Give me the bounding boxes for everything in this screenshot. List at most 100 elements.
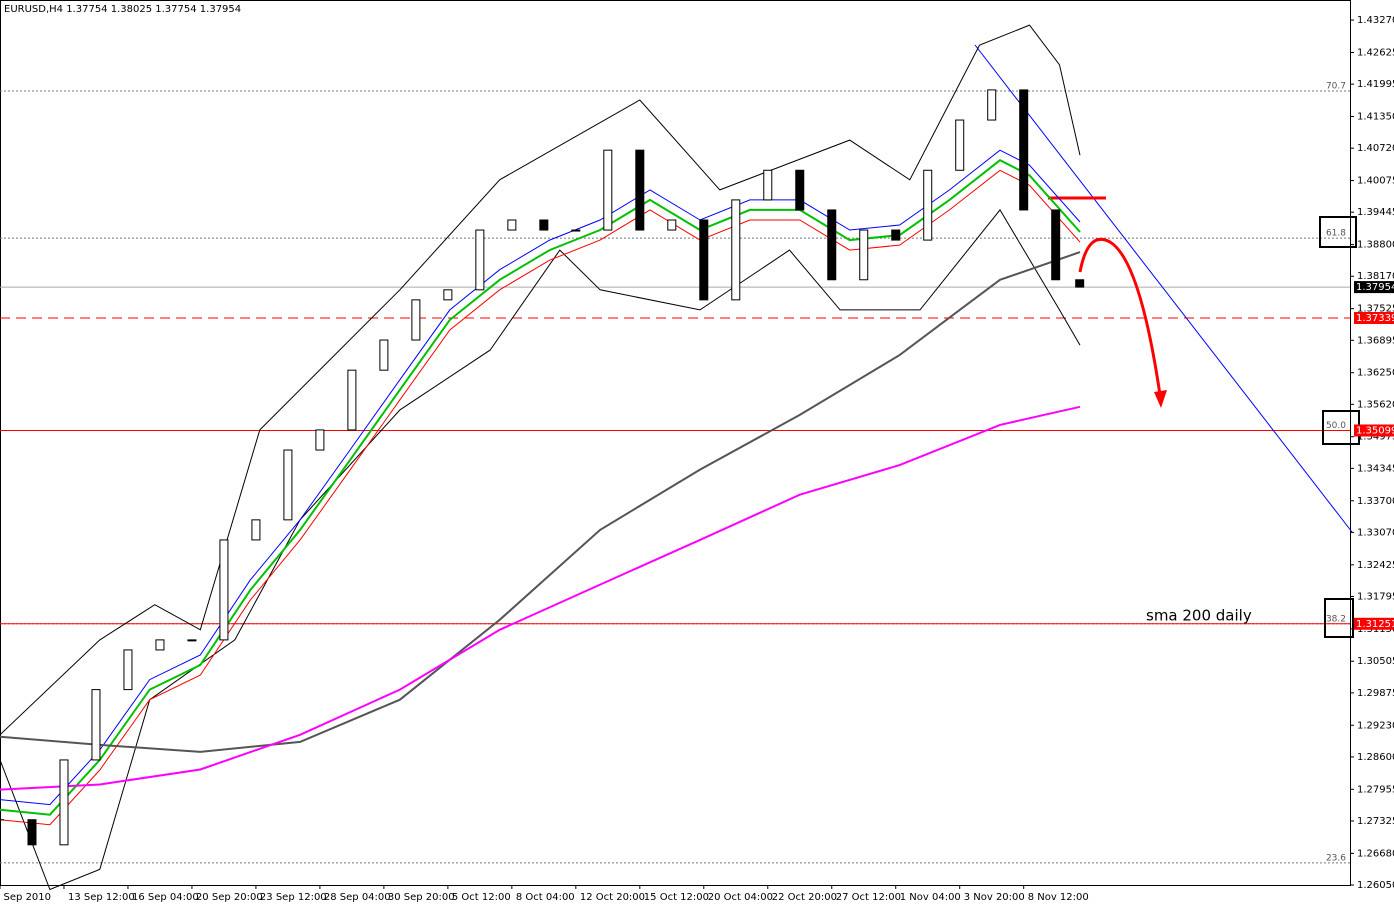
indicator-line — [0, 169, 1081, 826]
candle — [891, 229, 901, 241]
candle — [763, 169, 773, 201]
price-label: 1.37954 — [1356, 282, 1394, 293]
indicator-line — [0, 24, 1081, 736]
x-tick-label: 23 Sep 12:00 — [260, 892, 327, 903]
y-tick-label: 1.43270 — [1357, 15, 1394, 26]
fib-label: 23.6 — [1326, 853, 1346, 863]
y-tick-label: 1.34345 — [1357, 463, 1394, 474]
candle — [443, 289, 453, 301]
candle — [187, 639, 197, 642]
y-tick-label: 1.38170 — [1357, 271, 1394, 282]
indicator-line — [0, 405, 1081, 791]
x-tick-label: 22 Oct 20:00 — [772, 892, 837, 903]
candle — [859, 229, 869, 281]
candle — [347, 369, 357, 431]
arrow-head — [1154, 390, 1167, 408]
y-tick-label: 1.26050 — [1357, 880, 1394, 891]
chart-title: EURUSD,H4 1.37754 1.38025 1.37754 1.3795… — [4, 4, 241, 15]
indicator-line — [0, 209, 1081, 891]
x-tick-label: 15 Oct 12:00 — [644, 892, 709, 903]
trend-line — [974, 44, 1353, 533]
y-tick-label: 1.33700 — [1357, 496, 1394, 507]
x-tick-label: 5 Oct 12:00 — [452, 892, 511, 903]
x-tick-label: 28 Sep 04:00 — [324, 892, 391, 903]
y-tick-label: 1.39445 — [1357, 207, 1394, 218]
y-tick-label: 1.34975 — [1357, 432, 1394, 443]
x-tick-label: 8 Oct 04:00 — [516, 892, 575, 903]
indicator-line — [0, 149, 1081, 806]
candle — [123, 649, 133, 691]
y-tick-label: 1.28600 — [1357, 752, 1394, 763]
x-tick-label: 20 Sep 20:00 — [196, 892, 263, 903]
price-tag — [1354, 281, 1394, 294]
x-tick-label: 27 Oct 12:00 — [836, 892, 901, 903]
fib-frame — [1319, 216, 1357, 248]
indicator-line — [0, 251, 1081, 753]
drawn-arrow — [1078, 237, 1162, 396]
x-tick-label: 9 Sep 2010 — [0, 892, 51, 903]
x-tick-label: 13 Sep 12:00 — [68, 892, 135, 903]
fib-label: 50.0 — [1326, 421, 1346, 431]
y-tick-label: 1.32425 — [1357, 560, 1394, 571]
x-tick-label: 12 Oct 20:00 — [580, 892, 645, 903]
price-tag — [1354, 424, 1394, 437]
y-tick-label: 1.40720 — [1357, 143, 1394, 154]
candle — [59, 759, 69, 846]
fib-frame — [1324, 598, 1354, 638]
candle — [955, 119, 965, 171]
candle — [155, 639, 165, 651]
y-tick-label: 1.38800 — [1357, 240, 1394, 251]
fib-label: 70.7 — [1326, 82, 1346, 92]
y-tick-label: 1.41350 — [1357, 112, 1394, 123]
price-tag — [1354, 617, 1394, 630]
candle — [539, 219, 549, 231]
candle — [795, 169, 805, 211]
annotation: sma 200 daily — [1146, 607, 1252, 625]
candle — [475, 229, 485, 291]
candle — [507, 219, 517, 231]
fib-label: 38.2 — [1326, 614, 1346, 624]
candle — [635, 149, 645, 231]
candle — [1019, 89, 1029, 211]
y-tick-label: 1.27325 — [1357, 816, 1394, 827]
candle — [219, 539, 229, 641]
candle — [731, 199, 741, 301]
y-tick-label: 1.29875 — [1357, 688, 1394, 699]
y-tick-label: 1.33070 — [1357, 527, 1394, 538]
y-tick-label: 1.35620 — [1357, 399, 1394, 410]
x-tick-label: 8 Nov 12:00 — [1028, 892, 1089, 903]
price-label: 1.31251 — [1356, 619, 1394, 630]
y-tick-label: 1.36250 — [1357, 368, 1394, 379]
x-tick-label: 3 Nov 20:00 — [964, 892, 1025, 903]
candle — [987, 89, 997, 121]
candle — [667, 219, 677, 231]
price-label: 1.37339 — [1356, 313, 1394, 324]
y-tick-label: 1.42625 — [1357, 47, 1394, 58]
candle — [699, 219, 709, 301]
candle — [283, 449, 293, 521]
y-tick-label: 1.37525 — [1357, 304, 1394, 315]
candle — [315, 429, 325, 451]
x-tick-label: 30 Sep 20:00 — [388, 892, 455, 903]
y-tick-label: 1.40075 — [1357, 176, 1394, 187]
candle — [379, 339, 389, 371]
price-label: 1.35099 — [1356, 425, 1394, 436]
price-tag — [1354, 311, 1394, 324]
candle — [411, 299, 421, 341]
candle — [1075, 279, 1085, 288]
y-tick-label: 1.27955 — [1357, 784, 1394, 795]
y-tick-label: 1.26680 — [1357, 848, 1394, 859]
y-tick-label: 1.31795 — [1357, 591, 1394, 602]
candle — [251, 519, 261, 541]
candle — [1051, 209, 1061, 281]
y-tick-label: 1.36895 — [1357, 335, 1394, 346]
candle — [571, 229, 581, 232]
x-tick-label: 1 Nov 04:00 — [900, 892, 961, 903]
indicator-line — [0, 159, 1081, 816]
fib-label: 61.8 — [1326, 229, 1346, 239]
candle — [923, 169, 933, 241]
x-tick-label: 16 Sep 04:00 — [132, 892, 199, 903]
y-tick-label: 1.41995 — [1357, 79, 1394, 90]
